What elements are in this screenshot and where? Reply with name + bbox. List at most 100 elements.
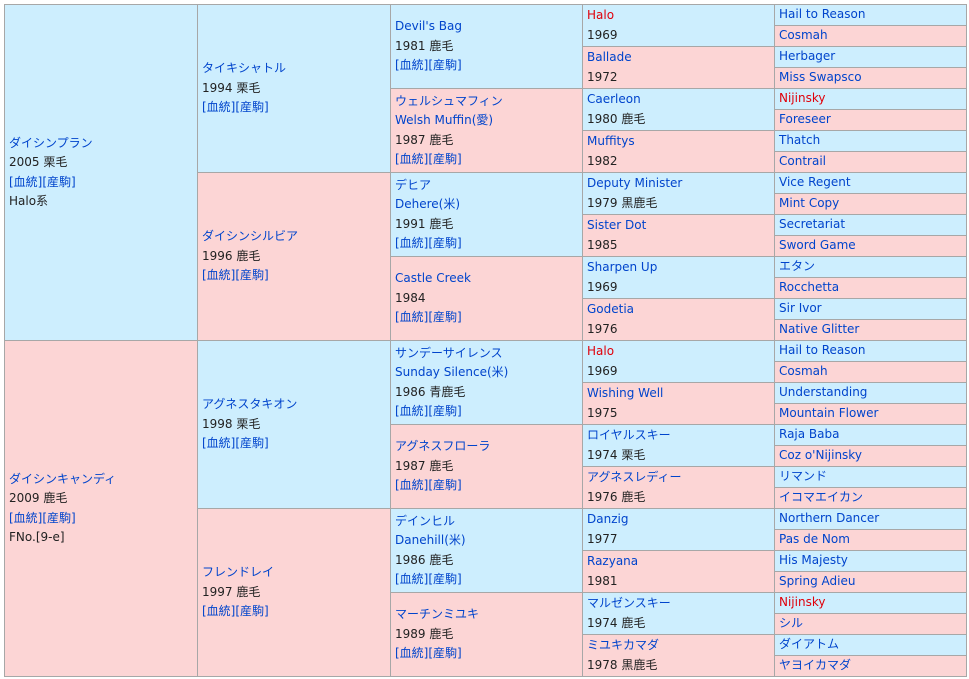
pedigree-row: ダイシンシルビア 1996 鹿毛 [血統][産駒] デヒア Dehere(米) 1991 …	[5, 172, 967, 341]
g5-name-link[interactable]: Raja Baba	[779, 427, 840, 442]
g3-name-link[interactable]: デインヒル	[395, 513, 456, 528]
g5-cell: Spring Adieu	[774, 571, 967, 593]
grandparent-name-link[interactable]: アグネスタキオン	[202, 397, 298, 412]
g5-name-link[interactable]: Understanding	[779, 385, 868, 400]
g5-name-link[interactable]: エタン	[779, 259, 816, 274]
g5-name-link[interactable]: Foreseer	[779, 112, 831, 127]
grandparent-pedigree-links[interactable]: [血統][産駒]	[202, 604, 269, 619]
g3-name-link[interactable]: デヒア	[395, 177, 432, 192]
g3-name-link[interactable]: アグネスフローラ	[395, 439, 491, 454]
sire-name-link[interactable]: ダイシンプラン	[9, 135, 93, 150]
g4-name-link[interactable]: ミユキカマダ	[587, 638, 660, 652]
dam-name-link[interactable]: ダイシンキャンディ	[9, 471, 117, 486]
g5-cell: His Majesty	[774, 550, 967, 572]
g5-name-link[interactable]: Sword Game	[779, 238, 856, 253]
pedigree-row: ダイシンキャンディ 2009 鹿毛 [血統][産駒] FNo.[9-e] アグネスタキオ…	[4, 340, 967, 677]
g3-pedigree-links[interactable]: [血統][産駒]	[395, 236, 462, 250]
g5-name-link[interactable]: Pas de Nom	[779, 532, 850, 547]
grandparent-year-color: 1997 鹿毛	[202, 584, 261, 599]
g4-name-link[interactable]: Caerleon	[587, 92, 641, 106]
g5-name-link[interactable]: ヤヨイカマダ	[779, 658, 852, 673]
g5-name-link[interactable]: Miss Swapsco	[779, 70, 862, 85]
g4-name-link[interactable]: Wishing Well	[587, 386, 664, 400]
g3-cell: アグネスフローラ 1987 鹿毛 [血統][産駒]	[390, 424, 583, 509]
g5-name-link[interactable]: Vice Regent	[779, 175, 851, 190]
g5-cell: Understanding	[774, 382, 967, 404]
g5-name-link[interactable]: リマンド	[779, 469, 828, 484]
g5-name-link[interactable]: Hail to Reason	[779, 343, 866, 358]
g4-name-link[interactable]: Sharpen Up	[587, 260, 658, 274]
dam-pedigree-links[interactable]: [血統][産駒]	[9, 510, 76, 525]
grandparent-name-link[interactable]: タイキシャトル	[202, 61, 287, 76]
g4-name-link[interactable]: Halo	[587, 344, 615, 358]
grandparent-name-link[interactable]: ダイシンシルビア	[202, 229, 299, 244]
g5-name-link[interactable]: Rocchetta	[779, 280, 840, 295]
g5-name-link[interactable]: イコマエイカン	[779, 490, 864, 505]
g5-name-link[interactable]: Sir Ivor	[779, 301, 822, 316]
g4-name-link[interactable]: マルゼンスキー	[587, 596, 671, 610]
g5-name-link[interactable]: Nijinsky	[779, 91, 826, 106]
g5-name-link[interactable]: Native Glitter	[779, 322, 860, 337]
g3-pedigree-links[interactable]: [血統][産駒]	[395, 646, 462, 661]
g3-pedigree-links[interactable]: [血統][産駒]	[395, 404, 462, 418]
g3-foreign-name-link[interactable]: Danehill(米)	[395, 533, 466, 547]
g4-name-link[interactable]: Deputy Minister	[587, 176, 683, 190]
g5-name-link[interactable]: Mountain Flower	[779, 406, 879, 421]
grandparent-pedigree-links[interactable]: [血統][産駒]	[202, 436, 269, 451]
g5-name-link[interactable]: His Majesty	[779, 553, 848, 568]
g3-year-color: 1987 鹿毛	[395, 458, 454, 473]
g5-name-link[interactable]: Mint Copy	[779, 196, 840, 211]
grandparent-name-link[interactable]: フレンドレイ	[202, 565, 275, 580]
g5-name-link[interactable]: Herbager	[779, 49, 836, 64]
g5-name-link[interactable]: Cosmah	[779, 364, 828, 379]
g5-cell: Native Glitter	[774, 319, 967, 341]
g5-name-link[interactable]: シル	[779, 616, 804, 631]
g5-cell: Nijinsky	[774, 88, 967, 110]
g5-name-link[interactable]: Coz o'Nijinsky	[779, 448, 862, 463]
g4-name-link[interactable]: アグネスレディー	[587, 470, 682, 484]
g5-name-link[interactable]: Spring Adieu	[779, 574, 856, 589]
g4-name-link[interactable]: Razyana	[587, 554, 639, 568]
g5-cell: Foreseer	[774, 109, 967, 131]
g4-year-color: 1972	[587, 69, 618, 84]
g4-name-link[interactable]: Muffitys	[587, 134, 635, 148]
g3-pedigree-links[interactable]: [血統][産駒]	[395, 572, 462, 586]
g3-name-link[interactable]: Devil's Bag	[395, 19, 462, 34]
g4-year-color: 1969	[587, 363, 618, 378]
g3-pedigree-links[interactable]: [血統][産駒]	[395, 310, 462, 325]
g3-pedigree-links[interactable]: [血統][産駒]	[395, 478, 462, 493]
g4-cell: Halo 1969	[582, 4, 775, 47]
g5-name-link[interactable]: Contrail	[779, 154, 826, 169]
g4-name-link[interactable]: Sister Dot	[587, 218, 647, 232]
g4-name-link[interactable]: Godetia	[587, 302, 635, 316]
g5-name-link[interactable]: Nijinsky	[779, 595, 826, 610]
grandparent-cell: ダイシンシルビア 1996 鹿毛 [血統][産駒]	[197, 172, 391, 341]
g3-foreign-name-link[interactable]: Dehere(米)	[395, 197, 461, 211]
g3-name-link[interactable]: Castle Creek	[395, 271, 471, 286]
g5-name-link[interactable]: Hail to Reason	[779, 7, 866, 22]
g4-name-link[interactable]: Ballade	[587, 50, 632, 64]
sire-pedigree-links[interactable]: [血統][産駒]	[9, 174, 76, 189]
g3-name-link[interactable]: サンデーサイレンス	[395, 345, 503, 360]
g5-name-link[interactable]: Thatch	[779, 133, 821, 148]
g3-pedigree-links[interactable]: [血統][産駒]	[395, 152, 462, 166]
g3-name-link[interactable]: マーチンミユキ	[395, 607, 480, 622]
g5-name-link[interactable]: Cosmah	[779, 28, 828, 43]
g4-name-link[interactable]: Danzig	[587, 512, 629, 526]
g5-name-link[interactable]: Northern Dancer	[779, 511, 880, 526]
g3-pedigree-links[interactable]: [血統][産駒]	[395, 58, 462, 73]
grandparent-pedigree-links[interactable]: [血統][産駒]	[202, 100, 269, 115]
g3-foreign-name-link[interactable]: Welsh Muffin(愛)	[395, 113, 494, 127]
g3-year-color: 1991 鹿毛	[395, 216, 454, 231]
g5-name-link[interactable]: Secretariat	[779, 217, 846, 232]
g4-name-link[interactable]: Halo	[587, 8, 615, 22]
g4-year-color: 1978 黒鹿毛	[587, 657, 658, 672]
pedigree-row: Castle Creek 1984 [血統][産駒] Sharpen Up 1969 エタ…	[5, 256, 967, 341]
g3-foreign-name-link[interactable]: Sunday Silence(米)	[395, 365, 509, 379]
g3-name-link[interactable]: ウェルシュマフィン	[395, 93, 503, 108]
g5-name-link[interactable]: ダイアトム	[779, 637, 840, 652]
sire-line-label: Halo系	[9, 194, 49, 208]
pedigree-table: ダイシンプラン 2005 栗毛 [血統][産駒] Halo系 タイキシャトル 1994 栗…	[4, 4, 967, 677]
grandparent-pedigree-links[interactable]: [血統][産駒]	[202, 268, 269, 283]
g4-name-link[interactable]: ロイヤルスキー	[587, 428, 671, 442]
